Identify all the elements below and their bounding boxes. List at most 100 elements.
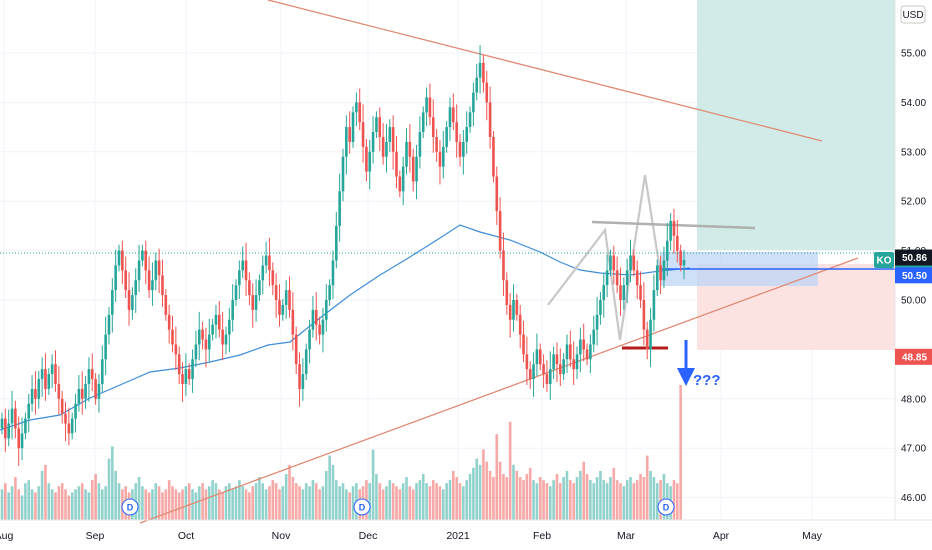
volume-bar xyxy=(585,473,589,520)
candle-body xyxy=(191,359,194,380)
candle-body xyxy=(204,339,208,350)
volume-bar xyxy=(418,480,422,520)
candle-body xyxy=(261,265,265,281)
y-tick-label: 50.00 xyxy=(901,296,926,307)
volume-bar xyxy=(248,492,251,520)
candle-body xyxy=(605,270,609,286)
volume-bar xyxy=(274,483,278,520)
volume-bar xyxy=(589,480,592,520)
candle-body xyxy=(538,349,542,365)
candle-body xyxy=(131,295,134,310)
volume-bar xyxy=(428,486,432,520)
candle-body xyxy=(57,383,61,399)
volume-bar xyxy=(562,477,565,520)
volume-bar xyxy=(385,486,388,520)
volume-bar xyxy=(24,483,27,520)
volume-bar xyxy=(525,473,529,520)
price-badge-bg xyxy=(895,348,932,365)
candle-body xyxy=(522,334,525,355)
volume-bar xyxy=(57,486,61,520)
candle-body xyxy=(395,151,398,177)
volume-bar xyxy=(599,470,602,520)
candle-body xyxy=(669,220,672,241)
candle-body xyxy=(452,107,455,123)
candle-body xyxy=(391,127,395,152)
candle-body xyxy=(154,260,158,281)
candle-body xyxy=(478,62,482,78)
volume-bar xyxy=(117,483,121,520)
volume-bar xyxy=(171,486,174,520)
volume-bar xyxy=(535,483,539,520)
candle-body xyxy=(619,285,622,300)
volume-bar xyxy=(204,489,208,520)
candle-body xyxy=(565,344,569,360)
volume-bar xyxy=(147,492,151,520)
volume-bar xyxy=(538,477,542,520)
candle-body xyxy=(74,403,77,419)
candle-body xyxy=(284,290,288,305)
volume-bar xyxy=(284,473,288,520)
volume-bar xyxy=(625,480,629,520)
dividend-marker[interactable]: D xyxy=(353,498,371,516)
candle-body xyxy=(124,270,127,291)
candle-body xyxy=(488,102,492,137)
x-tick-label: Oct xyxy=(178,530,194,542)
volume-bar xyxy=(80,483,84,520)
dividend-marker[interactable]: D xyxy=(121,498,139,516)
candle-body xyxy=(425,97,428,113)
volume-bar xyxy=(161,492,164,520)
volume-bar xyxy=(448,480,452,520)
candle-body xyxy=(495,176,499,212)
volume-bar xyxy=(508,421,512,520)
volume-bar xyxy=(221,492,224,520)
candle-body xyxy=(10,408,14,424)
volume-bar xyxy=(298,486,301,520)
volume-bar xyxy=(67,495,71,520)
symbol-badge: KO xyxy=(877,255,892,266)
candle-body xyxy=(572,359,575,370)
volume-bar xyxy=(482,449,485,520)
candle-body xyxy=(629,255,632,271)
volume-bar xyxy=(652,477,656,520)
volume-bar xyxy=(488,470,492,520)
volume-bar xyxy=(655,483,659,520)
volume-bar xyxy=(368,483,372,520)
volume-bar xyxy=(335,480,338,520)
volume-bar xyxy=(271,480,275,520)
volume-bar xyxy=(649,470,652,520)
volume-bar xyxy=(268,486,271,520)
price-badge: 50.50 xyxy=(895,267,932,284)
volume-bar xyxy=(17,489,21,520)
volume-bar xyxy=(518,477,522,520)
volume-bar xyxy=(375,473,378,520)
volume-bar xyxy=(468,473,472,520)
candle-body xyxy=(635,270,639,286)
candle-body xyxy=(40,369,44,380)
volume-bar xyxy=(351,486,355,520)
x-tick-label: Feb xyxy=(533,530,551,542)
volume-bar xyxy=(548,486,552,520)
volume-bar xyxy=(30,489,34,520)
candle-body xyxy=(24,418,27,434)
volume-bar xyxy=(528,467,532,520)
candle-body xyxy=(682,259,686,266)
candle-body xyxy=(228,319,231,335)
candle-body xyxy=(60,398,64,414)
volume-bar xyxy=(77,486,81,520)
volume-bar xyxy=(7,492,10,520)
volume-bar xyxy=(435,483,438,520)
candle-body xyxy=(121,250,124,271)
candle-body xyxy=(87,369,91,384)
candle-body xyxy=(47,374,51,389)
candle-body xyxy=(585,349,589,360)
volume-bar xyxy=(321,486,325,520)
x-tick-label: Sep xyxy=(86,530,105,542)
volume-bar xyxy=(622,486,626,520)
dividend-marker[interactable]: D xyxy=(657,498,675,516)
candle-body xyxy=(137,260,141,281)
candle-body xyxy=(30,388,34,404)
volume-bar xyxy=(241,486,245,520)
volume-bar xyxy=(522,480,525,520)
